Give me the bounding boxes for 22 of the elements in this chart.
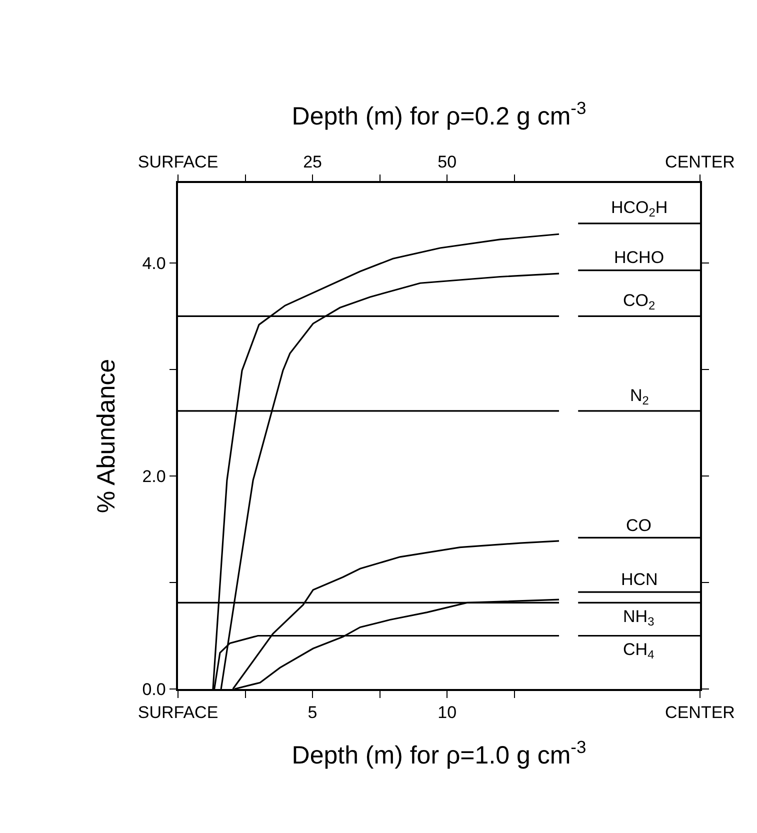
x-tick-label: CENTER (665, 703, 735, 722)
series-label: HCO$_{2}$H (611, 198, 668, 220)
series-label: HCN (621, 570, 658, 589)
x2-tick-label: SURFACE (138, 152, 218, 172)
x-axis-title: Depth (m) for ρ=1.0 g cm$^{-3}$ (292, 737, 586, 770)
series-label: CH$_{4}$ (623, 640, 655, 662)
legend-label: HCHO (614, 248, 664, 267)
x2-tick-label: CENTER (665, 152, 735, 172)
y-tick-label: 2.0 (142, 466, 166, 486)
x-tick-label: SURFACE (138, 703, 218, 722)
series-label: NH$_{3}$ (623, 607, 655, 629)
x2-tick-label: 50 (438, 152, 457, 172)
y-tick-label: 0.0 (142, 680, 166, 699)
y-tick-label: 4.0 (142, 254, 166, 273)
series-label: N$_{2}$ (630, 386, 650, 408)
y-axis-title: % Abundance (92, 358, 120, 514)
series-label: CO (626, 516, 652, 535)
x-tick-label: 5 (308, 703, 318, 722)
x2-tick-label: 25 (303, 152, 322, 172)
series-label: CO$_{2}$ (623, 291, 656, 313)
x-tick-label: 10 (438, 703, 457, 722)
x2-axis-title: Depth (m) for ρ=0.2 g cm$^{-3}$ (292, 98, 586, 131)
